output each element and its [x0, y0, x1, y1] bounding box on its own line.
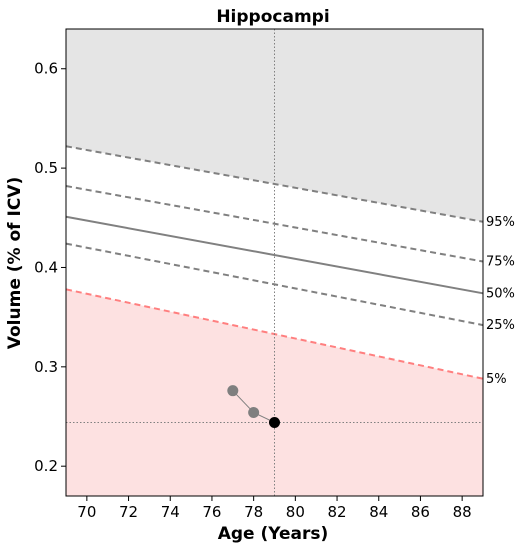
plot-area	[65, 28, 484, 497]
x-tick-label: 80	[286, 503, 305, 521]
y-axis-ticks: 0.2 0.3 0.4 0.5 0.6	[34, 60, 66, 475]
x-tick-label: 76	[202, 503, 221, 521]
x-tick-label: 82	[328, 503, 347, 521]
percentile-5-label: 5%	[486, 372, 507, 387]
chart-title: Hippocampi	[216, 7, 329, 27]
data-series	[227, 385, 280, 428]
y-tick-label: 0.4	[34, 258, 58, 276]
y-tick-label: 0.5	[34, 159, 58, 177]
percentile-95-label: 95%	[486, 215, 515, 230]
data-point	[227, 385, 239, 397]
data-point	[248, 407, 260, 419]
x-axis-ticks: 70 72 74 76 78 80 82 84 86 88	[77, 496, 472, 521]
y-tick-label: 0.6	[34, 60, 58, 78]
x-tick-label: 86	[411, 503, 430, 521]
x-tick-label: 70	[77, 503, 96, 521]
x-axis-label: Age (Years)	[218, 524, 329, 544]
region-below-5	[66, 289, 483, 496]
percentile-labels: 95% 75% 50% 25% 5%	[486, 215, 515, 387]
y-tick-label: 0.2	[34, 457, 58, 475]
x-tick-label: 74	[161, 503, 180, 521]
percentile-25-label: 25%	[486, 318, 515, 333]
plot-frame	[65, 28, 484, 497]
percentile-25-line	[65, 242, 484, 327]
y-tick-label: 0.3	[34, 358, 58, 376]
percentile-50-line	[65, 215, 484, 295]
x-tick-label: 72	[119, 503, 138, 521]
percentile-75-line	[65, 185, 484, 263]
percentile-50-label: 50%	[486, 286, 515, 301]
x-tick-label: 88	[453, 503, 472, 521]
x-tick-label: 84	[369, 503, 388, 521]
data-point	[269, 416, 280, 428]
y-axis-label: Volume (% of ICV)	[5, 177, 25, 349]
percentile-75-label: 75%	[486, 255, 515, 270]
region-above-95	[66, 29, 483, 222]
x-tick-label: 78	[244, 503, 263, 521]
